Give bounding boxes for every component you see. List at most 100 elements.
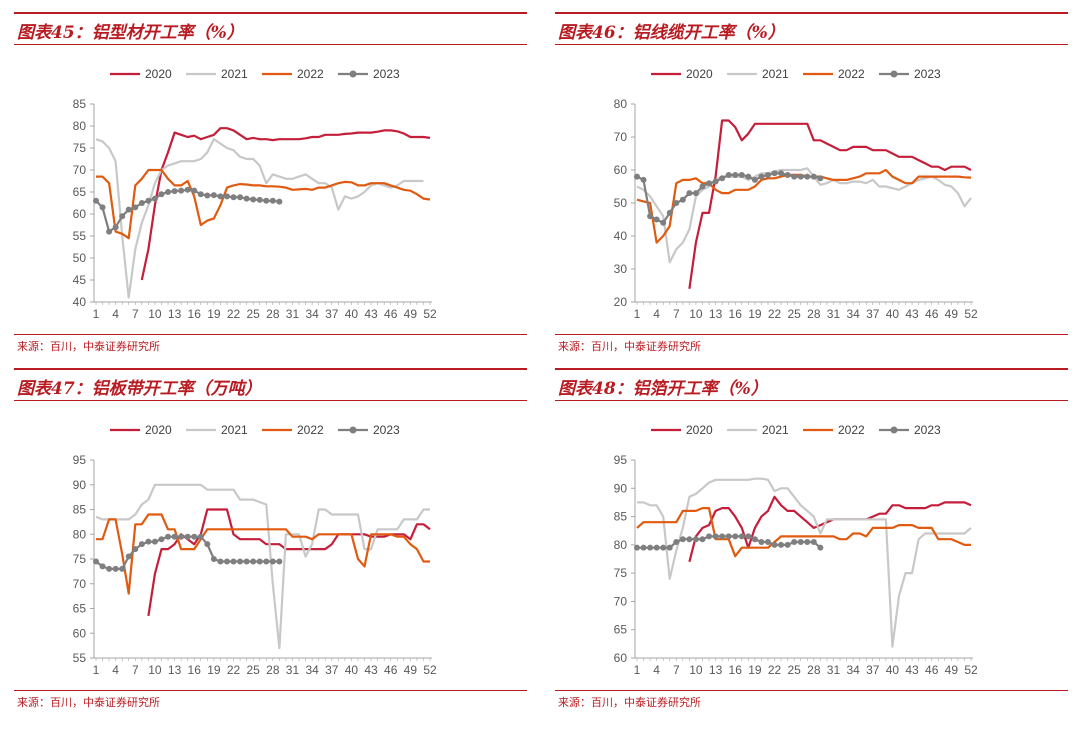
series-line-2021 — [636, 167, 972, 264]
y-tick-label: 75 — [73, 141, 87, 155]
series-point-2023 — [673, 539, 680, 546]
line-chart-aluminum-foil: 60 65 70 75 80 85 90 95 1 4 7 10 13 16 19 22 25 28 31 34 37 4… — [614, 423, 978, 677]
chart-title: 图表45：铝型材开工率（%） — [17, 23, 244, 43]
series-point-2023 — [112, 565, 119, 572]
series-point-2023 — [269, 197, 276, 204]
series-line-2022 — [96, 168, 431, 240]
x-tick-label: 10 — [689, 663, 703, 677]
series-point-2023 — [817, 544, 824, 551]
legend-label-2020: 2020 — [686, 67, 713, 81]
series-point-2023 — [99, 563, 106, 570]
y-tick-label: 80 — [614, 97, 628, 111]
x-tick-label: 16 — [729, 307, 743, 321]
series-point-2023 — [634, 544, 640, 551]
x-tick-label: 37 — [325, 307, 339, 321]
series-point-2023 — [178, 187, 185, 194]
series-point-2023 — [237, 194, 244, 201]
series-line-2022 — [96, 513, 430, 595]
series-point-2023 — [640, 544, 647, 551]
series-point-2023 — [673, 200, 680, 206]
x-tick-label: 16 — [729, 663, 743, 677]
series-point-2023 — [686, 536, 693, 543]
source-note: 来源：百川，中泰证券研究所 — [558, 696, 701, 709]
legend-label-2022: 2022 — [838, 67, 865, 81]
series-point-2023 — [210, 556, 217, 562]
series-line-2023 — [636, 172, 821, 224]
series-point-2023 — [256, 196, 263, 203]
x-tick-label: 46 — [925, 663, 939, 677]
series-point-2023 — [132, 204, 139, 211]
series-point-2023 — [276, 558, 283, 565]
y-tick-label: 60 — [614, 651, 628, 665]
series-point-2023 — [764, 539, 771, 546]
x-tick-label: 7 — [132, 307, 139, 321]
y-tick-label: 75 — [614, 566, 628, 580]
y-tick-label: 50 — [73, 251, 87, 265]
series-point-2023 — [660, 219, 667, 226]
series-point-2023 — [732, 533, 739, 540]
series-point-2023 — [751, 176, 758, 183]
series-point-2023 — [230, 558, 237, 565]
chart-title: 图表47：铝板带开工率（万吨） — [17, 379, 262, 399]
series-point-2023 — [165, 189, 172, 195]
series-point-2023 — [778, 170, 785, 177]
source-bar: 来源：百川，中泰证券研究所 — [14, 334, 527, 354]
y-tick-label: 40 — [73, 295, 87, 309]
x-tick-label: 43 — [905, 663, 919, 677]
x-tick-label: 40 — [886, 307, 900, 321]
y-tick-label: 70 — [614, 594, 628, 608]
series-point-2023 — [243, 558, 250, 565]
x-tick-label: 37 — [325, 663, 339, 677]
x-tick-label: 22 — [768, 307, 782, 321]
source-note: 来源：百川，中泰证券研究所 — [17, 696, 160, 709]
series-point-2023 — [158, 536, 165, 543]
y-tick-label: 55 — [73, 229, 87, 243]
x-tick-label: 34 — [846, 307, 860, 321]
x-tick-label: 4 — [112, 663, 119, 677]
series-point-2023 — [151, 195, 158, 202]
x-tick-label: 19 — [207, 307, 221, 321]
series-point-2023 — [191, 533, 198, 540]
chart-panel-46: 图表46：铝线缆开工率（%） 20 30 40 50 60 70 80 1 4 7 10 13 16 19… — [555, 0, 1068, 368]
series-point-2023 — [250, 196, 257, 203]
series-line-2023 — [95, 188, 280, 233]
x-tick-label: 1 — [93, 307, 100, 321]
x-tick-label: 34 — [305, 307, 319, 321]
chart-title: 图表48：铝箔开工率（%） — [558, 379, 768, 399]
series-line-2021 — [637, 477, 972, 648]
x-tick-label: 49 — [404, 307, 418, 321]
y-tick-label: 50 — [614, 196, 628, 210]
legend-marker-2023 — [890, 70, 898, 78]
series-point-2023 — [758, 173, 765, 180]
x-tick-label: 52 — [964, 307, 978, 321]
series-point-2023 — [653, 216, 660, 223]
x-tick-label: 4 — [653, 663, 660, 677]
x-tick-label: 25 — [787, 663, 801, 677]
x-tick-label: 16 — [188, 307, 202, 321]
series-point-2023 — [699, 536, 706, 543]
legend-label-2021: 2021 — [221, 423, 248, 437]
series-point-2023 — [237, 558, 244, 565]
y-tick-label: 85 — [73, 97, 87, 111]
x-tick-label: 34 — [846, 663, 860, 677]
series-point-2023 — [758, 539, 765, 546]
series-point-2023 — [250, 558, 257, 565]
y-tick-label: 90 — [614, 481, 628, 495]
legend-marker-2023 — [890, 426, 898, 434]
series-point-2023 — [191, 187, 198, 194]
series-point-2023 — [223, 558, 230, 565]
y-tick-label: 95 — [73, 453, 87, 467]
series-point-2023 — [666, 209, 673, 216]
series-point-2023 — [119, 565, 126, 572]
x-tick-label: 28 — [807, 663, 821, 677]
source-bar: 来源：百川，中泰证券研究所 — [555, 334, 1068, 354]
y-tick-label: 70 — [73, 163, 87, 177]
series-point-2023 — [210, 192, 217, 199]
y-tick-label: 80 — [73, 527, 87, 541]
x-tick-label: 10 — [689, 307, 703, 321]
line-chart-aluminum-strip: 55 60 65 70 75 80 85 90 95 1 4 7 10 13 16 19 22 25 28 31 34 3… — [73, 423, 437, 677]
series-line-2020 — [688, 495, 972, 563]
legend-marker-2023 — [349, 70, 357, 78]
x-tick-label: 49 — [945, 663, 959, 677]
x-tick-label: 52 — [423, 307, 437, 321]
